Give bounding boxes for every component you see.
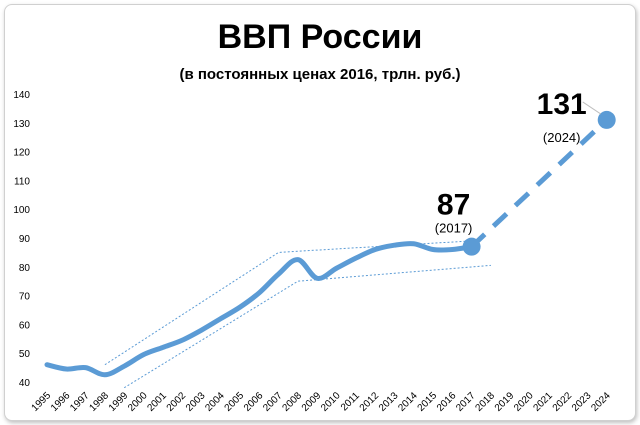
x-tick-label: 2020	[512, 390, 536, 414]
x-tick-label: 1995	[30, 390, 54, 414]
y-tick-label: 70	[19, 292, 31, 303]
x-tick-label: 2004	[203, 390, 227, 414]
x-tick-label: 2011	[339, 390, 362, 413]
y-axis: 40 50 60 70 80 90 100 110 120 130 140	[13, 90, 30, 389]
x-tick-label: 2015	[416, 390, 440, 414]
y-tick-label: 50	[19, 349, 31, 360]
y-tick-label: 120	[13, 148, 30, 159]
x-tick-label: 2019	[493, 390, 517, 414]
highlight-marker	[462, 237, 481, 256]
annotation-value: 131	[537, 88, 587, 121]
x-tick-label: 2014	[396, 390, 420, 414]
x-tick-label: 2009	[300, 390, 324, 414]
trend-band-upper	[104, 240, 472, 366]
x-tick-label: 1997	[68, 390, 92, 414]
annotation-year: (2024)	[543, 130, 581, 145]
annotation-year: (2017)	[435, 221, 473, 236]
x-tick-label: 1999	[107, 390, 131, 414]
x-tick-label: 2021	[531, 390, 555, 414]
chart-subtitle: (в постоянных ценах 2016, трлн. руб.)	[179, 66, 461, 83]
annotation-value: 87	[437, 189, 470, 222]
x-tick-label: 2024	[589, 390, 613, 414]
x-tick-label: 2022	[551, 390, 575, 414]
chart-title: ВВП России	[217, 18, 423, 56]
x-tick-label: 2007	[261, 390, 285, 414]
y-tick-label: 100	[13, 205, 30, 216]
y-tick-label: 130	[13, 119, 30, 130]
y-tick-label: 140	[13, 90, 30, 101]
label-leader-line	[582, 101, 601, 115]
x-tick-label: 2005	[223, 390, 247, 414]
x-tick-label: 2023	[570, 390, 594, 414]
y-tick-label: 110	[14, 176, 30, 187]
x-tick-label: 2016	[435, 390, 459, 414]
x-tick-label: 1996	[49, 390, 73, 414]
trend-band	[104, 240, 491, 389]
chart-frame	[4, 4, 636, 421]
x-tick-label: 2000	[126, 390, 150, 414]
y-tick-label: 80	[19, 263, 31, 274]
annotations: 87(2017) 131 (2024)	[435, 88, 616, 256]
y-tick-label: 60	[19, 320, 31, 331]
x-tick-label: 1998	[88, 390, 112, 414]
x-tick-label: 2002	[165, 390, 189, 414]
x-tick-label: 2013	[377, 390, 401, 414]
x-tick-label: 2003	[184, 390, 208, 414]
series-lines	[44, 118, 609, 378]
x-tick-label: 2010	[319, 390, 343, 414]
y-tick-label: 90	[19, 234, 31, 245]
x-tick-label: 2018	[474, 390, 498, 414]
y-tick-label: 40	[19, 378, 31, 389]
x-tick-label: 2001	[145, 390, 169, 414]
x-tick-label: 2012	[358, 390, 382, 414]
x-axis: 1995199619971998199920002001200220032004…	[30, 390, 614, 414]
trend-band-lower	[123, 264, 491, 389]
x-tick-label: 2008	[281, 390, 305, 414]
highlight-marker	[597, 110, 616, 129]
series-line-solid	[44, 241, 475, 378]
x-tick-label: 2017	[454, 390, 478, 414]
series-line-dashed	[469, 118, 609, 249]
x-tick-label: 2006	[242, 390, 266, 414]
